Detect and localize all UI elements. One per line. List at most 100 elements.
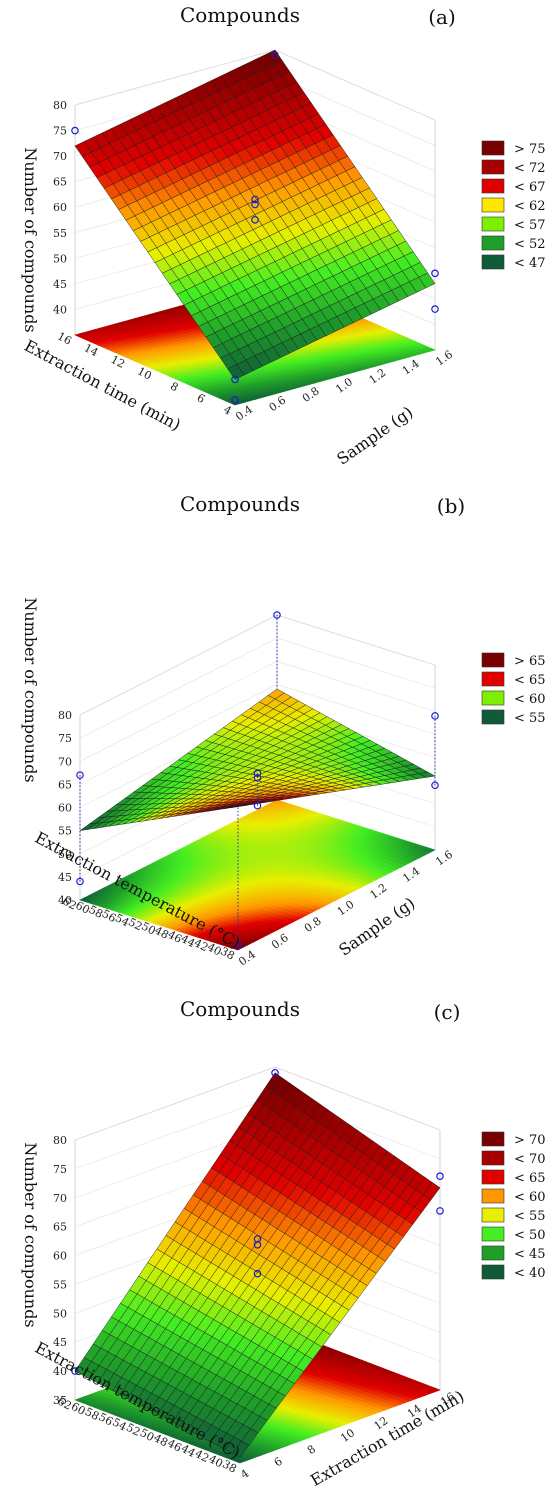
z-tick-label: 80 [58,709,72,722]
z-axis-label-b: Number of compounds [21,597,40,782]
z-tick-label: 65 [58,778,72,791]
data-points [76,615,439,950]
chart-title-c: Compounds [180,997,300,1021]
legend-item: < 72 [481,159,546,176]
z-tick-label: 45 [58,871,72,884]
legend-item: < 57 [481,216,546,233]
legend-item: < 65 [481,671,546,688]
panel-tag-a: (a) [428,5,456,29]
legend-item: < 60 [481,690,546,707]
legend-item: > 75 [481,140,546,157]
legend-swatch [481,216,505,232]
legend-swatch [481,159,505,175]
legend-swatch [481,197,505,213]
z-tick-label: 60 [58,802,72,815]
z-tick-label: 60 [53,201,67,214]
data-points [231,51,439,404]
y-tick-label: 58 [87,903,105,921]
z-tick-label: 70 [58,755,72,768]
y-tick-label: 14 [82,341,100,359]
x-tick-label: 1.2 [368,881,390,902]
x-tick-label: 1.0 [335,898,357,919]
data-point [251,216,259,224]
legend-label: < 65 [514,673,546,688]
data-point [271,51,279,59]
legend-label: < 47 [514,256,546,271]
z-tick-label: 55 [58,825,72,838]
legend-swatch [481,671,505,687]
data-point [251,195,259,204]
data-point [231,375,239,384]
z-gridline [79,684,436,785]
z-tick-label: 40 [58,894,72,907]
data-point [253,801,262,810]
plot-area-b: 40 45 50 55 60 65 70 75 80 0.4 0.6 0.8 1.0 1.2 1.4 1.6 3… [58,611,455,969]
legend-label: < 62 [514,199,546,214]
data-point [251,200,259,209]
z-tick-label: 70 [53,150,67,163]
y-tick-label: 54 [113,911,131,929]
legend-label: < 55 [514,711,546,726]
y-tick-label: 38 [218,945,236,963]
legend-item: > 65 [481,652,546,669]
plot-area-c: 3540455055606570758046810121416384042444… [53,1066,457,1481]
data-point [431,712,439,720]
legend-label: < 52 [514,237,546,252]
data-point [231,396,239,404]
data-point [76,877,84,886]
z-tick-label: 80 [53,99,67,112]
legend-item: < 47 [481,254,546,271]
data-point [431,269,439,278]
z-tick-label: 65 [53,176,67,189]
legend-label: < 72 [514,161,546,176]
surface-plot-c: Compounds (c) 35404550556065707580468101… [21,997,546,1490]
y-tick-label: 60 [73,899,91,917]
x-tick-label: 1.4 [400,357,422,378]
y-tick-label: 40 [205,940,223,958]
panel-tag-c: (c) [434,1000,461,1024]
legend-label: < 60 [514,692,546,707]
z-tick-label: 50 [58,848,72,861]
x-tick-label: 1.6 [433,848,455,869]
panel-a: Compounds (a) 40 45 50 55 60 65 70 75 80 0.4 0.6 0.… [0,0,550,495]
data-point [431,305,439,313]
y-tick-label: 12 [109,353,127,371]
z-gridline [79,637,436,739]
y-tick-label: 16 [55,330,73,348]
x-tick-label: 0.8 [302,914,324,935]
x-tick-label: 0.4 [236,948,258,969]
chart-title-a: Compounds [180,3,300,27]
y-tick-label: 48 [152,924,170,942]
z-tick-label: 50 [53,252,67,265]
legend-item: < 67 [481,178,546,195]
legend-swatch [481,254,505,270]
y-tick-label: 46 [166,928,184,946]
y-tick-label: 42 [192,936,210,954]
data-point [76,771,84,779]
data-point [431,781,439,790]
y-tick-label: 44 [179,932,197,950]
z-gridline [79,614,436,716]
y-tick-label: 8 [168,380,180,395]
z-tick-label: 75 [53,125,67,138]
y-tick-label: 56 [100,907,118,925]
legend-swatch [481,235,505,251]
y-tick-label: 6 [195,391,207,406]
x-axis-label-a: Sample (g) [333,402,416,468]
x-tick-label: 0.6 [269,931,291,952]
surface-cell [230,805,247,808]
x-tick-label: 1.4 [400,864,422,885]
z-gridline [74,1066,441,1141]
z-axis-label-a: Number of compounds [21,147,40,332]
surface-plot-b: Compounds (b) 4045505560657075800.40.60.… [21,495,546,969]
x-tick-label: 0.4 [233,403,255,424]
response-surface [74,49,436,380]
x-tick-label: 1.0 [333,375,355,396]
z-tick-label: 75 [58,732,72,745]
legend-swatch [481,178,505,194]
chart-title-b: Compounds [180,495,300,516]
x-tick-label: 0.6 [267,394,289,415]
legend-swatch [481,690,505,706]
